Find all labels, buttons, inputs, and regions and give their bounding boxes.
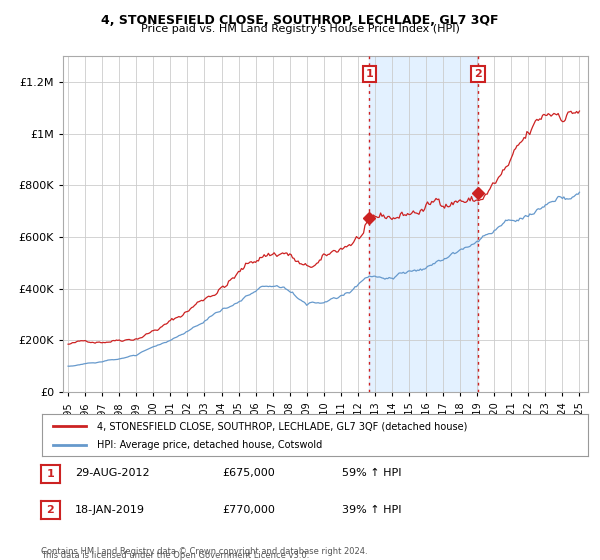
Text: 59% ↑ HPI: 59% ↑ HPI [342,468,401,478]
Text: 1: 1 [47,469,54,479]
Text: £675,000: £675,000 [222,468,275,478]
Text: 29-AUG-2012: 29-AUG-2012 [75,468,149,478]
Text: Price paid vs. HM Land Registry's House Price Index (HPI): Price paid vs. HM Land Registry's House … [140,24,460,34]
Text: This data is licensed under the Open Government Licence v3.0.: This data is licensed under the Open Gov… [41,551,309,560]
Text: 4, STONESFIELD CLOSE, SOUTHROP, LECHLADE, GL7 3QF (detached house): 4, STONESFIELD CLOSE, SOUTHROP, LECHLADE… [97,421,467,431]
Text: £770,000: £770,000 [222,505,275,515]
Bar [370,56,478,392]
Text: Contains HM Land Registry data © Crown copyright and database right 2024.: Contains HM Land Registry data © Crown c… [41,547,367,556]
Text: 2: 2 [474,69,482,79]
Text: 39% ↑ HPI: 39% ↑ HPI [342,505,401,515]
Text: 2: 2 [47,505,54,515]
Text: 18-JAN-2019: 18-JAN-2019 [75,505,145,515]
Text: 1: 1 [365,69,373,79]
Text: HPI: Average price, detached house, Cotswold: HPI: Average price, detached house, Cots… [97,440,322,450]
Text: 4, STONESFIELD CLOSE, SOUTHROP, LECHLADE, GL7 3QF: 4, STONESFIELD CLOSE, SOUTHROP, LECHLADE… [101,14,499,27]
